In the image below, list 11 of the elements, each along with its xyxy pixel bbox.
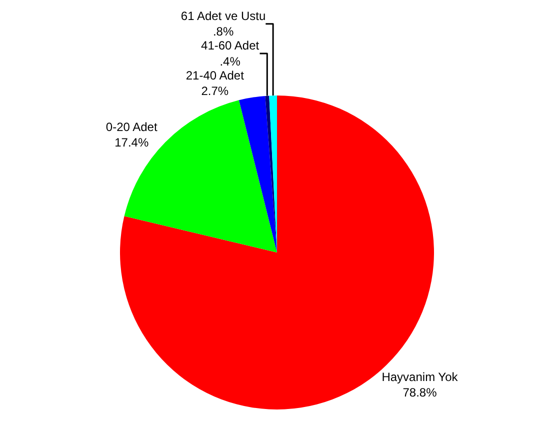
data-label: 2.7%	[201, 84, 229, 98]
data-label: 17.4%	[114, 136, 149, 150]
data-label: .4%	[220, 54, 241, 68]
slice-label: Hayvanim Yok	[382, 370, 459, 384]
data-label: 78.8%	[402, 386, 438, 400]
slice-label: 21-40 Adet	[186, 68, 245, 82]
slice-label: 0-20 Adet	[106, 120, 158, 134]
slice-label: 41-60 Adet	[201, 38, 260, 53]
data-label: .8%	[212, 24, 234, 39]
pie-slice	[238, 96, 277, 252]
slice-label: 61 Adet ve Ustu	[180, 9, 266, 24]
